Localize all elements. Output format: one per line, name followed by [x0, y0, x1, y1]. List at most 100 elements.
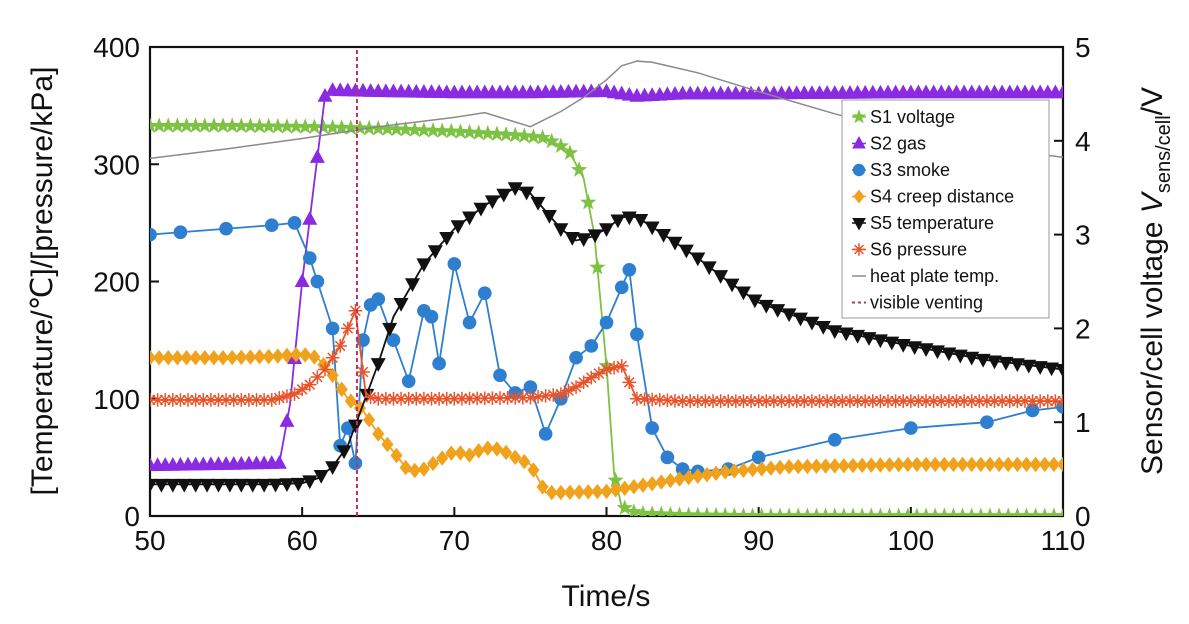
right-y-axis-label-var: V — [1136, 190, 1169, 213]
data-point — [1033, 394, 1047, 408]
data-point — [416, 258, 432, 273]
data-point — [759, 394, 774, 408]
data-point — [690, 394, 705, 408]
data-point — [956, 456, 969, 473]
data-point — [827, 325, 843, 339]
data-point — [812, 394, 827, 408]
data-point — [805, 394, 819, 408]
data-point — [764, 460, 777, 476]
data-point — [450, 220, 466, 235]
x-tick-label: 100 — [887, 525, 934, 556]
data-point — [256, 478, 272, 493]
data-point — [546, 388, 561, 402]
series-s2-gas — [150, 82, 1063, 472]
data-point — [390, 447, 403, 464]
data-point — [290, 477, 306, 492]
right-y-axis-label-sub: sens/cell — [1153, 115, 1175, 193]
data-point — [153, 350, 166, 366]
data-point — [242, 393, 256, 407]
data-point — [454, 445, 467, 461]
data-point — [484, 195, 500, 210]
data-point — [553, 223, 569, 237]
data-point — [630, 391, 644, 406]
data-point — [589, 258, 606, 275]
data-point — [150, 350, 157, 366]
data-point — [1038, 456, 1051, 473]
data-point — [325, 321, 340, 336]
data-point — [462, 315, 477, 330]
data-point — [668, 393, 682, 408]
data-point — [490, 441, 503, 457]
data-point — [244, 349, 257, 365]
legend-item: S2 gas — [852, 134, 926, 154]
data-point — [564, 232, 580, 246]
data-point — [188, 478, 204, 493]
data-point — [178, 117, 195, 133]
data-point — [394, 391, 408, 406]
data-point — [268, 478, 284, 493]
data-point — [214, 117, 232, 133]
data-point — [561, 383, 576, 398]
data-point — [297, 118, 314, 134]
series-s1-voltage — [150, 117, 1063, 516]
data-point — [306, 118, 323, 134]
legend-label: S1 voltage — [870, 107, 955, 127]
data-point — [417, 461, 430, 477]
data-point — [269, 117, 286, 134]
legend-item: heat plate temp. — [852, 266, 999, 286]
data-point — [336, 445, 352, 460]
data-point — [461, 123, 478, 140]
data-point — [610, 214, 626, 229]
data-point — [408, 462, 421, 479]
data-point — [348, 303, 363, 318]
data-point — [310, 274, 325, 289]
data-point — [1056, 456, 1063, 473]
data-point — [792, 458, 805, 475]
data-point — [810, 458, 823, 474]
data-point — [980, 394, 994, 408]
data-point — [713, 394, 728, 408]
series-heat-plate-temp — [150, 60, 1063, 160]
data-point — [751, 394, 766, 408]
data-point — [538, 427, 553, 441]
data-point — [573, 484, 586, 500]
data-point — [317, 87, 333, 102]
data-point — [318, 362, 332, 377]
data-point — [434, 122, 451, 138]
data-point — [481, 440, 494, 456]
data-point — [462, 211, 478, 226]
data-point — [477, 391, 492, 406]
data-point — [843, 394, 857, 408]
data-point — [713, 270, 729, 284]
data-point — [1048, 394, 1063, 408]
x-tick-label: 70 — [439, 525, 470, 556]
data-point — [485, 391, 500, 405]
right-y-tick-label: 3 — [1075, 220, 1091, 251]
data-point — [271, 454, 287, 469]
data-point — [1020, 456, 1033, 473]
data-point — [530, 196, 546, 211]
right-y-tick-label: 4 — [1075, 126, 1091, 157]
data-point — [673, 471, 686, 487]
data-point — [324, 118, 341, 135]
data-point — [1044, 362, 1060, 377]
data-point — [210, 478, 226, 493]
data-point — [216, 350, 230, 366]
data-point — [682, 469, 695, 486]
data-point — [472, 443, 485, 459]
data-point — [1002, 394, 1017, 408]
data-point — [622, 262, 637, 277]
data-point — [975, 353, 991, 368]
data-point — [607, 360, 621, 375]
data-point — [260, 117, 277, 134]
x-tick-label: 50 — [134, 525, 165, 556]
data-point — [644, 221, 660, 236]
x-tick-label: 80 — [591, 525, 622, 556]
data-point — [262, 348, 275, 365]
data-point — [872, 334, 888, 349]
data-point — [781, 308, 797, 323]
right-y-tick-label: 1 — [1075, 407, 1091, 438]
data-point — [609, 482, 622, 498]
data-point — [561, 144, 579, 160]
data-point — [348, 456, 363, 471]
